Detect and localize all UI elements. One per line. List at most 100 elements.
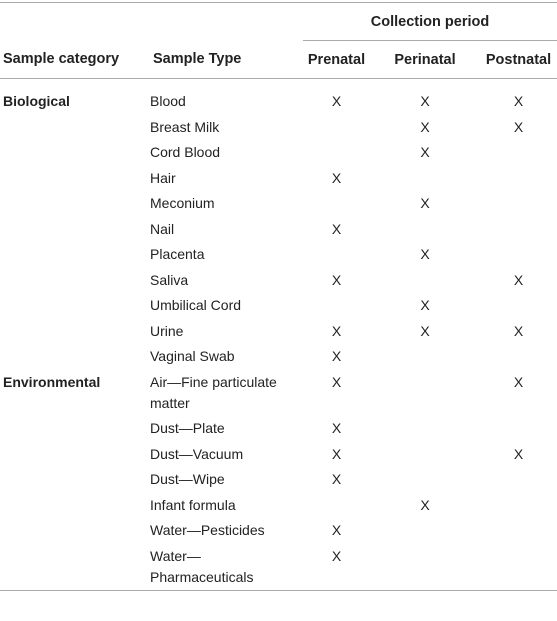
table-row: Nail X: [0, 217, 557, 243]
period-mark: [480, 191, 557, 217]
sample-type: Water—Pesticides: [150, 522, 265, 538]
sample-type: Hair: [150, 169, 176, 186]
sample-type: Blood: [150, 93, 186, 109]
table-row: Breast Milk X X: [0, 115, 557, 141]
sample-type: Air—Fine particulate matter: [150, 373, 277, 411]
period-mark: X: [331, 420, 342, 436]
period-mark: [303, 115, 370, 141]
period-mark: [480, 293, 557, 319]
period-mark: X: [331, 471, 342, 487]
period-mark: X: [331, 322, 342, 339]
period-mark: [480, 217, 557, 243]
sample-category: [0, 268, 150, 294]
table-row: Dust—Vacuum X X: [0, 442, 557, 468]
sample-category: [0, 493, 150, 519]
table-row: Meconium X: [0, 191, 557, 217]
column-header: Sample Type: [150, 40, 303, 79]
table-row: Dust—Wipe X: [0, 467, 557, 493]
sample-category: [0, 166, 150, 192]
sample-type: Dust—Wipe: [150, 471, 225, 487]
table-row: Placenta X: [0, 242, 557, 268]
sample-category: Biological: [3, 93, 70, 109]
period-mark: [303, 140, 370, 166]
period-mark: [370, 268, 480, 294]
period-mark: [480, 344, 557, 370]
table-row: Urine X X X: [0, 319, 557, 345]
sample-type: Saliva: [150, 271, 189, 288]
period-mark: [480, 493, 557, 519]
period-mark: [370, 344, 480, 370]
period-mark: [480, 166, 557, 192]
table-row: Environmental Air—Fine particulate matter…: [0, 370, 557, 417]
period-mark: X: [420, 118, 430, 135]
period-mark: X: [420, 297, 430, 313]
table-row: Dust—Plate X: [0, 416, 557, 442]
period-mark: [370, 217, 480, 243]
sample-category: Environmental: [3, 373, 101, 390]
period-mark: X: [420, 144, 430, 160]
sample-type: Urine: [150, 322, 184, 339]
period-mark: [370, 166, 480, 192]
table-row: Cord Blood X: [0, 140, 557, 166]
sample-category: [0, 140, 150, 166]
sample-category: [0, 293, 150, 319]
sample-category: [0, 518, 150, 544]
sample-category: [0, 217, 150, 243]
period-mark: X: [420, 496, 430, 513]
period-mark: X: [420, 195, 430, 211]
period-mark: [303, 493, 370, 519]
period-mark: [480, 518, 557, 544]
period-mark: [370, 416, 480, 442]
sample-type: Placenta: [150, 246, 205, 262]
sample-type: Cord Blood: [150, 144, 221, 160]
period-mark: [303, 242, 370, 268]
table-row: Saliva X X: [0, 268, 557, 294]
table-row: Water—Pharmaceuticals X: [0, 544, 557, 591]
period-mark: [370, 518, 480, 544]
sample-category: [0, 442, 150, 468]
table-row: Biological Blood X X X: [0, 79, 557, 115]
period-mark: X: [331, 169, 342, 186]
sample-category: [0, 467, 150, 493]
column-header: Sample category: [0, 40, 150, 79]
period-mark: [480, 242, 557, 268]
period-mark: X: [513, 445, 524, 462]
sample-type: Nail: [150, 220, 175, 237]
sample-type: Meconium: [150, 195, 215, 211]
period-mark: X: [513, 373, 524, 390]
spacer: [0, 3, 303, 41]
period-mark: X: [331, 271, 342, 288]
period-mark: X: [513, 271, 524, 288]
data-table: Collection period Sample category Sample…: [0, 2, 557, 591]
period-mark: [480, 544, 557, 591]
period-mark: X: [513, 322, 524, 339]
period-mark: X: [331, 373, 342, 390]
sample-category: [0, 544, 150, 591]
period-mark: X: [331, 348, 342, 364]
sample-type: Breast Milk: [150, 118, 220, 135]
column-header: Perinatal: [370, 40, 480, 79]
table-row: Umbilical Cord X: [0, 293, 557, 319]
sample-type: Dust—Vacuum: [150, 445, 244, 462]
sample-type: Umbilical Cord: [150, 297, 242, 313]
sample-type: Dust—Plate: [150, 420, 225, 436]
period-mark: [303, 293, 370, 319]
sample-category: [0, 416, 150, 442]
header-row: Sample category Sample Type Prenatal Per…: [0, 40, 557, 79]
period-mark: [370, 467, 480, 493]
period-mark: [480, 140, 557, 166]
period-mark: X: [331, 522, 342, 538]
period-mark: [370, 544, 480, 591]
column-header: Postnatal: [480, 40, 557, 79]
period-mark: X: [420, 322, 430, 339]
period-mark: X: [331, 445, 342, 462]
sample-category: [0, 191, 150, 217]
sample-type: Infant formula: [150, 496, 236, 513]
period-mark: X: [331, 220, 342, 237]
table-row: Hair X: [0, 166, 557, 192]
period-mark: [480, 467, 557, 493]
table-row: Infant formula X: [0, 493, 557, 519]
sample-category: [0, 344, 150, 370]
period-mark: X: [513, 118, 524, 135]
period-mark: X: [513, 93, 524, 109]
